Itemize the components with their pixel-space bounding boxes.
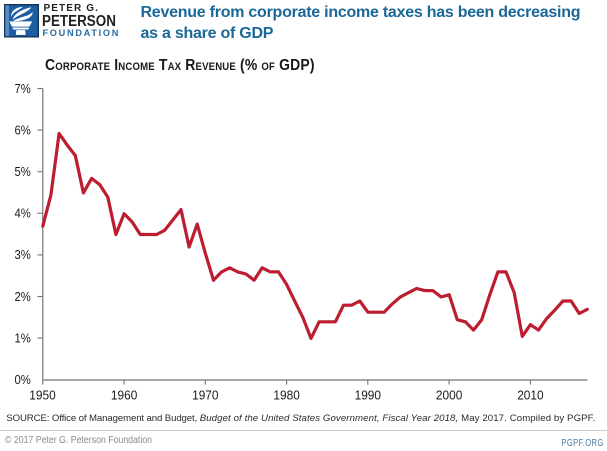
svg-text:2000: 2000 (436, 388, 462, 403)
svg-text:1960: 1960 (111, 388, 137, 403)
svg-text:7%: 7% (15, 81, 32, 96)
svg-text:1%: 1% (15, 330, 32, 345)
svg-text:1970: 1970 (192, 388, 218, 403)
svg-text:1990: 1990 (355, 388, 381, 403)
svg-text:5%: 5% (15, 164, 32, 179)
svg-text:2%: 2% (15, 289, 32, 304)
svg-text:1980: 1980 (273, 388, 299, 403)
svg-text:6%: 6% (15, 122, 32, 137)
svg-text:0%: 0% (15, 372, 32, 387)
svg-text:1950: 1950 (29, 388, 55, 403)
svg-text:4%: 4% (15, 206, 32, 221)
svg-text:3%: 3% (15, 247, 32, 262)
svg-text:2010: 2010 (517, 388, 543, 403)
